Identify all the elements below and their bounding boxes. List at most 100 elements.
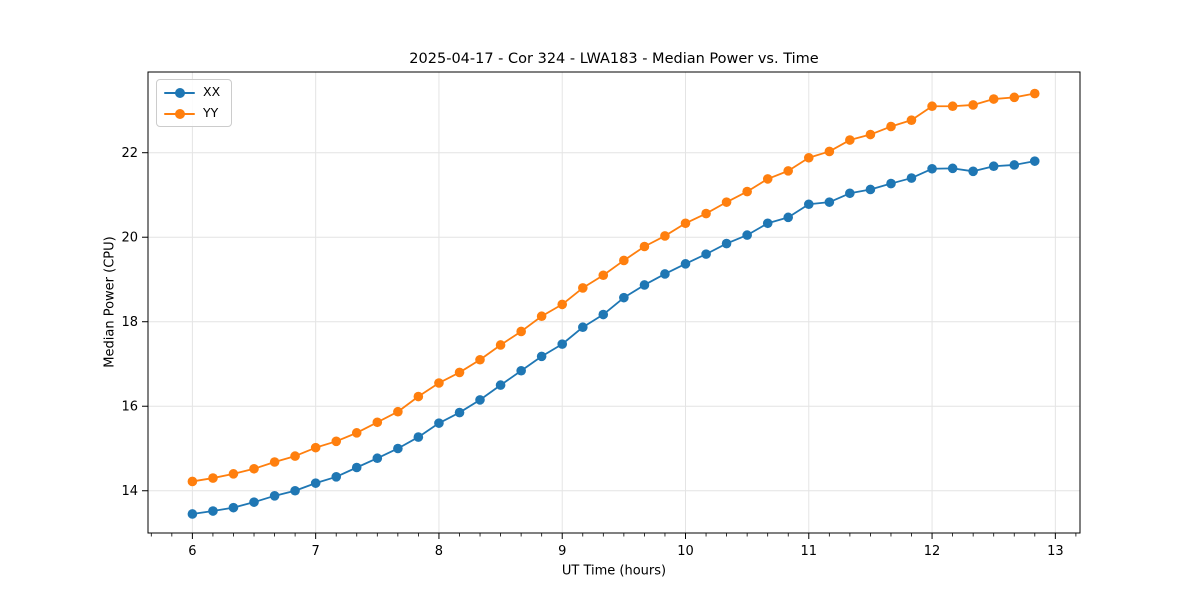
data-point-xx	[269, 491, 280, 501]
data-point-xx	[393, 443, 403, 454]
x-tick-label: 13	[1047, 544, 1064, 559]
data-point-xx	[310, 478, 321, 488]
data-point-yy	[701, 208, 711, 219]
data-point-xx	[208, 506, 218, 516]
data-point-xx	[824, 197, 835, 207]
legend: XX YY	[156, 79, 233, 127]
data-point-yy	[413, 391, 424, 402]
data-point-xx	[578, 322, 588, 333]
data-point-xx	[536, 351, 547, 362]
data-point-xx	[187, 509, 198, 519]
data-point-yy	[988, 94, 999, 104]
y-tick-label: 20	[121, 231, 138, 246]
x-tick-label: 11	[801, 544, 818, 559]
data-point-xx	[290, 485, 300, 496]
data-point-xx	[413, 432, 424, 442]
legend-label-xx: XX	[203, 84, 221, 100]
data-point-yy	[454, 367, 465, 378]
data-point-yy	[947, 101, 958, 112]
legend-marker-xx-icon	[164, 87, 195, 98]
x-tick-label: 8	[435, 544, 443, 559]
data-point-xx	[228, 502, 239, 513]
data-point-xx	[988, 161, 999, 172]
series-line-xx	[192, 160, 1035, 515]
data-point-yy	[803, 152, 814, 163]
x-tick-label: 7	[312, 544, 320, 559]
data-point-yy	[208, 473, 218, 483]
data-point-xx	[434, 418, 444, 428]
legend-entry-xx: XX	[164, 86, 220, 99]
data-point-xx	[783, 212, 793, 223]
data-point-xx	[598, 309, 609, 320]
data-point-xx	[721, 238, 732, 249]
data-point-yy	[187, 476, 198, 487]
data-point-yy	[269, 457, 280, 467]
x-tick-label: 6	[188, 544, 196, 559]
data-point-xx	[865, 184, 876, 195]
y-tick-label: 18	[121, 315, 138, 330]
data-point-xx	[968, 166, 978, 177]
data-point-xx	[372, 453, 383, 464]
data-point-xx	[845, 188, 855, 199]
data-point-xx	[906, 173, 917, 183]
data-point-yy	[886, 121, 896, 132]
data-point-yy	[968, 100, 978, 110]
data-point-yy	[372, 417, 383, 428]
data-point-yy	[434, 378, 444, 388]
plot-border	[147, 71, 1081, 534]
data-point-yy	[598, 270, 609, 281]
data-point-yy	[578, 283, 588, 293]
data-point-yy	[1029, 88, 1040, 99]
y-axis-label: Median Power (CPU)	[102, 236, 118, 368]
data-point-yy	[639, 241, 650, 252]
data-point-xx	[701, 249, 711, 259]
data-point-xx	[1029, 156, 1040, 166]
data-point-yy	[495, 340, 506, 350]
data-point-yy	[228, 469, 239, 479]
series-line-yy	[192, 92, 1035, 483]
data-point-yy	[331, 436, 342, 447]
data-point-yy	[619, 255, 629, 266]
data-point-yy	[660, 231, 670, 241]
y-tick-label: 14	[121, 484, 138, 499]
data-point-yy	[393, 406, 403, 417]
data-point-yy	[310, 442, 321, 453]
data-point-yy	[351, 428, 362, 438]
data-point-yy	[721, 197, 732, 207]
data-point-yy	[290, 451, 300, 461]
data-point-xx	[475, 395, 485, 405]
data-point-xx	[1009, 160, 1020, 170]
data-point-xx	[454, 407, 465, 418]
data-point-xx	[639, 280, 650, 290]
data-point-yy	[845, 135, 855, 145]
data-point-yy	[516, 326, 526, 337]
x-axis-label: UT Time (hours)	[561, 563, 667, 579]
data-point-yy	[680, 218, 691, 229]
data-point-xx	[886, 178, 896, 189]
data-point-xx	[947, 163, 958, 174]
y-tick-label: 16	[121, 400, 138, 415]
x-tick-label: 9	[558, 544, 566, 559]
data-point-yy	[536, 311, 547, 322]
data-point-yy	[824, 146, 835, 157]
data-point-yy	[475, 354, 485, 365]
legend-marker-yy-icon	[164, 108, 195, 119]
data-point-xx	[495, 380, 506, 390]
data-point-yy	[762, 174, 773, 184]
data-point-xx	[927, 163, 937, 174]
data-point-xx	[249, 497, 259, 507]
data-point-yy	[906, 115, 917, 125]
data-point-xx	[803, 199, 814, 210]
data-point-yy	[865, 129, 876, 140]
data-point-xx	[619, 292, 629, 303]
legend-entry-yy: YY	[164, 107, 220, 120]
data-point-xx	[516, 365, 526, 376]
y-tick-label: 22	[121, 146, 138, 161]
data-point-xx	[762, 218, 773, 229]
data-point-yy	[557, 299, 568, 310]
data-point-xx	[742, 230, 752, 240]
chart-title: 2025-04-17 - Cor 324 - LWA183 - Median P…	[409, 51, 819, 67]
legend-label-yy: YY	[203, 105, 219, 121]
data-point-yy	[742, 186, 752, 197]
data-point-yy	[249, 463, 259, 474]
